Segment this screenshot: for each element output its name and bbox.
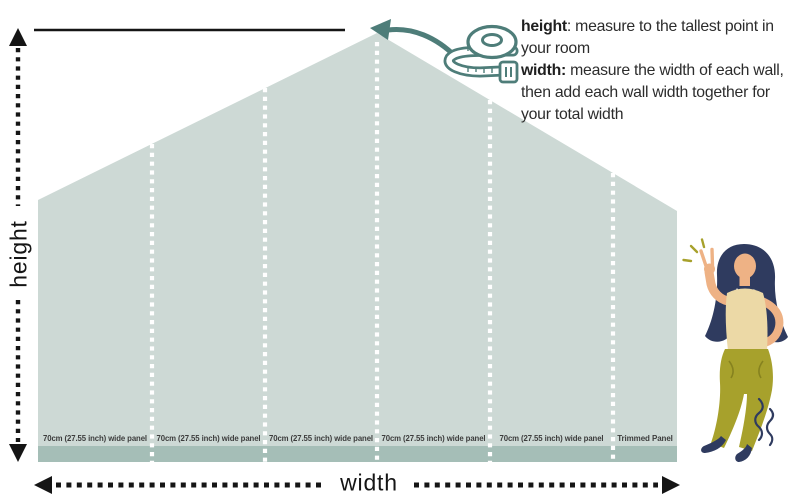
panel-label: 70cm (27.55 inch) wide panel [500,434,604,443]
instruction-text: your total width [521,106,624,123]
arrow-left-icon [34,476,52,494]
tape-measure-icon [443,24,519,84]
arrow-down-icon [9,444,27,462]
panel-label: 70cm (27.55 inch) wide panel [43,434,147,443]
woman-face [734,253,756,279]
panel-label: 70cm (27.55 inch) wide panel [269,434,373,443]
instruction-term: height [521,18,567,35]
instruction-text: then add each wall width together for [521,84,770,101]
wall-polygon [38,33,677,462]
woman-shoe [701,436,726,453]
baseboard-strip [38,446,677,462]
pants-pockets [728,360,764,379]
woman-illustration [682,238,788,462]
instruction-line: your total width [521,104,799,126]
height-axis-label: height [5,220,32,288]
instruction-text: measure the width of each wall, [566,62,784,79]
panel-label: Trimmed Panel [617,434,673,443]
sparkle-icon [682,238,706,263]
woman-shoe [735,444,752,462]
woman-neck [739,273,750,286]
instruction-text: your room [521,40,590,57]
instruction-line: height: measure to the tallest point in [521,16,799,38]
instruction-line: your room [521,38,799,60]
width-axis-label: width [340,469,398,496]
arrow-up-icon [9,28,27,46]
panel-labels: 70cm (27.55 inch) wide panel 70cm (27.55… [43,434,673,443]
woman-tank-top [725,288,768,351]
woman-hip-arm [757,297,784,348]
instructions-panel: height: measure to the tallest point in … [521,16,799,126]
height-dimension-arrow [9,28,27,462]
panel-label: 70cm (27.55 inch) wide panel [157,434,261,443]
instruction-text: : measure to the tallest point in [566,18,774,35]
panel-label: 70cm (27.55 inch) wide panel [382,434,486,443]
instruction-term: width: [521,62,566,79]
woman-peace-hand [699,247,733,306]
squiggle-icon [754,397,775,447]
instruction-line: then add each wall width together for [521,82,799,104]
instruction-line: width: measure the width of each wall, [521,60,799,82]
wall-shape [38,33,677,462]
woman-pants [711,349,773,451]
panel-dividers [149,42,616,462]
width-dimension-arrow [34,476,680,494]
arrow-right-icon [662,476,680,494]
